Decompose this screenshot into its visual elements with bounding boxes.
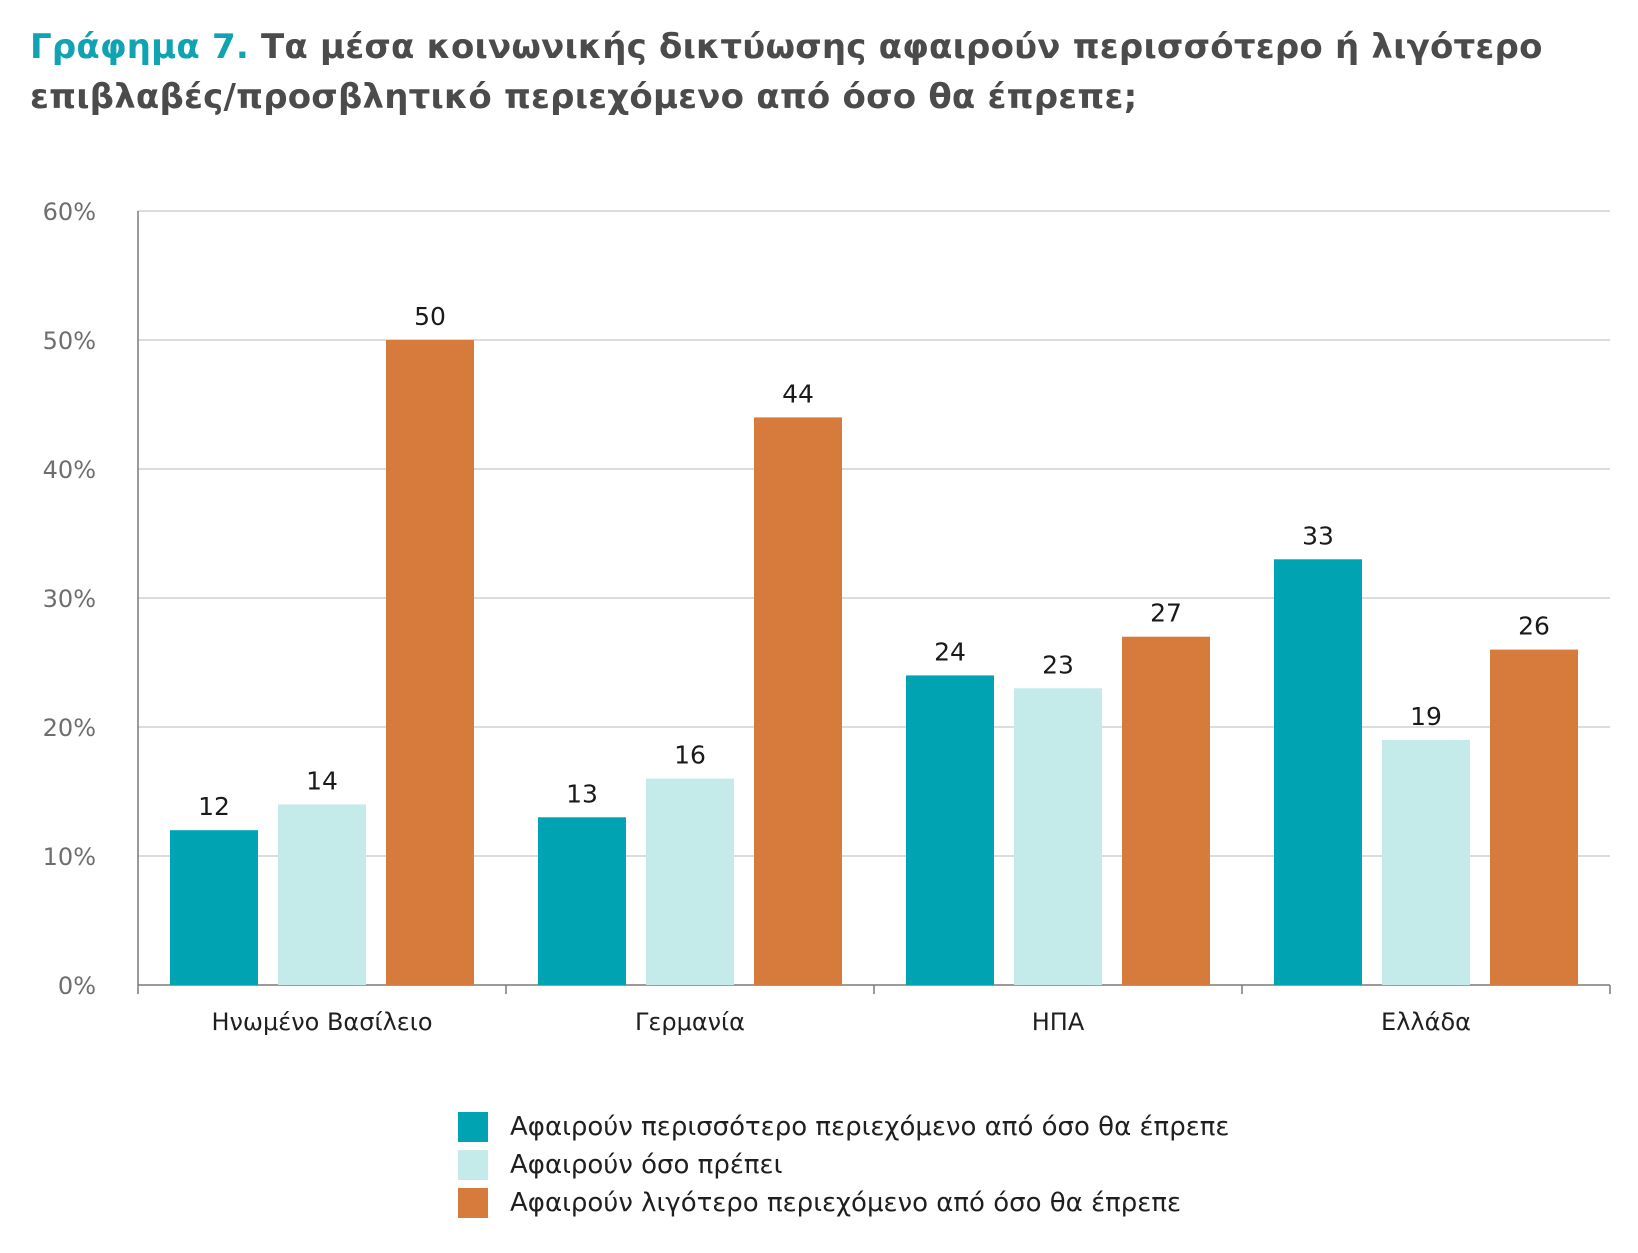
data-label: 50	[414, 302, 446, 331]
legend-item-remove-right: Αφαιρούν όσο πρέπει	[458, 1146, 1229, 1184]
data-label: 26	[1518, 612, 1550, 641]
y-tick-label: 40%	[43, 456, 96, 484]
legend-label-remove-right: Αφαιρούν όσο πρέπει	[510, 1150, 783, 1180]
chart-title-text: Τα μέσα κοινωνικής δικτύωσης αφαιρούν πε…	[30, 27, 1543, 117]
legend-swatch-remove-more	[458, 1112, 488, 1142]
bar	[278, 804, 366, 985]
legend-item-remove-more: Αφαιρούν περισσότερο περιεχόμενο από όσο…	[458, 1108, 1229, 1146]
data-label: 27	[1150, 599, 1182, 628]
bar	[1014, 688, 1102, 985]
data-label: 16	[674, 741, 706, 770]
data-label: 14	[306, 766, 338, 795]
y-tick-label: 50%	[43, 327, 96, 355]
data-label: 13	[566, 779, 598, 808]
legend-item-remove-less: Αφαιρούν λιγότερο περιεχόμενο από όσο θα…	[458, 1184, 1229, 1222]
data-label: 33	[1302, 521, 1334, 550]
bar	[170, 830, 258, 985]
x-category-label: Ελλάδα	[1381, 1008, 1471, 1036]
bar	[646, 778, 734, 985]
chart-title: Γράφημα 7. Τα μέσα κοινωνικής δικτύωσης …	[30, 22, 1590, 122]
bar	[754, 417, 842, 985]
legend-swatch-remove-less	[458, 1188, 488, 1218]
bar	[1274, 559, 1362, 985]
bar	[386, 340, 474, 985]
bar	[1382, 739, 1470, 985]
data-label: 44	[782, 379, 814, 408]
y-tick-label: 10%	[43, 843, 96, 871]
data-label: 24	[934, 637, 966, 666]
data-label: 19	[1410, 702, 1442, 731]
legend-label-remove-more: Αφαιρούν περισσότερο περιεχόμενο από όσο…	[510, 1112, 1230, 1142]
data-label: 12	[198, 792, 230, 821]
x-category-label: Γερμανία	[635, 1008, 745, 1036]
bar	[1490, 649, 1578, 985]
chart-legend: Αφαιρούν περισσότερο περιεχόμενο από όσο…	[458, 1108, 1229, 1222]
chart-title-prefix: Γράφημα 7.	[30, 27, 249, 67]
legend-label-remove-less: Αφαιρούν λιγότερο περιεχόμενο από όσο θα…	[510, 1188, 1182, 1218]
x-category-label: ΗΠΑ	[1032, 1008, 1085, 1036]
bar	[1122, 636, 1210, 985]
bar	[538, 817, 626, 985]
legend-swatch-remove-right	[458, 1150, 488, 1180]
y-tick-label: 60%	[43, 198, 96, 226]
data-label: 23	[1042, 650, 1074, 679]
x-category-label: Ηνωμένο Βασίλειο	[211, 1008, 432, 1036]
y-tick-label: 0%	[58, 972, 96, 1000]
bar	[906, 675, 994, 985]
y-tick-label: 20%	[43, 714, 96, 742]
y-tick-label: 30%	[43, 585, 96, 613]
